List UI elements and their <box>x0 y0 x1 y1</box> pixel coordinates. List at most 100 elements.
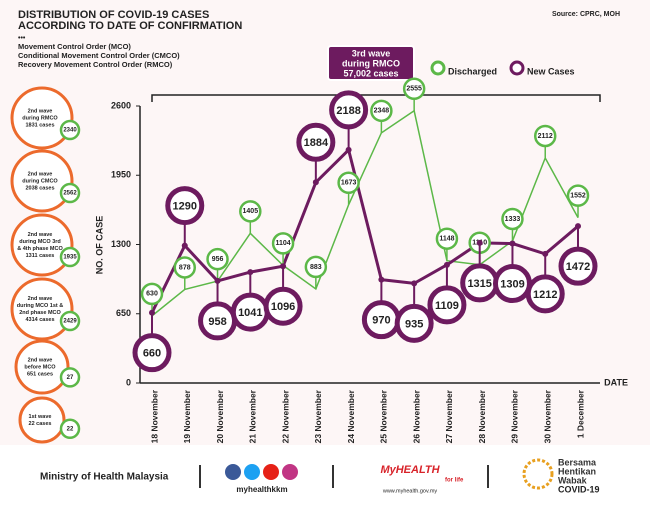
facebook-icon <box>225 464 241 480</box>
wave-discharged: 2562 <box>63 191 77 197</box>
discharged-pin <box>271 232 295 255</box>
x-tick-label: 1 December <box>575 389 585 438</box>
new-cases-label: 1041 <box>238 307 262 319</box>
wave-badge <box>59 310 81 332</box>
new-cases-pin <box>329 90 369 130</box>
discharged-pin <box>140 282 164 306</box>
wave-ring <box>10 86 74 150</box>
legend-marker <box>430 60 446 76</box>
discharged-label: 1333 <box>505 216 521 223</box>
discharged-label: 878 <box>179 264 191 271</box>
title: DISTRIBUTION OF COVID-19 CASES <box>18 9 209 21</box>
new-cases-label: 935 <box>405 318 423 330</box>
y-tick-label: 650 <box>116 308 131 318</box>
wave-text: 22 cases <box>29 421 52 427</box>
y-axis-label: NO. OF CASE <box>94 216 104 275</box>
new-cases-pin <box>525 274 565 314</box>
new-cases-pin <box>427 285 467 325</box>
discharged-pin <box>173 256 197 279</box>
discharged-label: 630 <box>146 291 158 298</box>
wave-discharged: 2429 <box>63 319 77 325</box>
wave-text: 2nd wave <box>28 108 53 114</box>
x-tick-label: 24 November <box>346 389 356 443</box>
x-tick-label: 30 November <box>542 389 552 443</box>
url: www.myhealth.gov.my <box>382 488 438 494</box>
instagram-icon <box>282 464 298 480</box>
discharged-label: 1552 <box>570 192 586 199</box>
y-tick-label: 1950 <box>111 170 131 180</box>
new-cases-pin <box>558 246 598 286</box>
campaign-text: Wabak <box>558 475 588 485</box>
brand: MyHEALTH <box>380 464 440 476</box>
discharged-pin <box>435 227 459 250</box>
x-tick-label: 21 November <box>248 389 258 443</box>
footer-bg <box>0 445 650 505</box>
wave-badge <box>59 182 81 204</box>
legend-label: New Cases <box>527 66 575 76</box>
mco-note: Recovery Movement Control Order (RMCO) <box>18 60 173 69</box>
discharged-label: 1148 <box>439 236 454 243</box>
wave-ring <box>18 396 66 444</box>
new-cases-label: 1290 <box>173 200 197 212</box>
discharged-pin <box>402 77 426 101</box>
new-cases-pin <box>132 333 172 373</box>
x-axis-label: DATE <box>604 377 628 387</box>
wave-text: during CMCO <box>22 178 58 184</box>
wave-text: 651 cases <box>27 371 53 377</box>
new-cases-label: 958 <box>208 316 226 328</box>
new-cases-label: 1212 <box>533 289 557 301</box>
point <box>542 250 549 257</box>
legend-label: Discharged <box>448 66 497 76</box>
new-cases-label: 1096 <box>271 301 295 313</box>
new-cases-label: 660 <box>143 348 161 360</box>
handle: myhealthkkm <box>236 485 287 494</box>
wave-ring <box>10 277 74 341</box>
discharged-pin <box>206 247 229 271</box>
callout-text: 57,002 cases <box>343 68 398 78</box>
wave-ring <box>10 213 74 277</box>
new-cases-label: 1315 <box>467 278 491 290</box>
discharged-label: 2555 <box>406 86 422 93</box>
callout-text: 3rd wave <box>352 48 391 58</box>
new-cases-label: 2188 <box>336 105 360 117</box>
wave-discharged: 2340 <box>63 128 77 134</box>
campaign-text: COVID-19 <box>558 484 600 494</box>
legend-marker <box>509 60 525 76</box>
new-cases-pin <box>296 122 336 162</box>
discharged-pin <box>337 171 360 195</box>
y-tick-label: 0 <box>126 377 131 387</box>
x-tick-label: 20 November <box>215 389 225 443</box>
wave-text: 2038 cases <box>25 185 54 191</box>
discharged-pin <box>304 255 328 279</box>
new-cases-label: 1109 <box>435 300 459 312</box>
discharged-label: 2112 <box>538 133 553 140</box>
mco-note: Conditional Movement Control Order (CMCO… <box>18 51 180 60</box>
new-cases-pin <box>394 303 434 343</box>
series-line <box>151 109 579 317</box>
campaign-logo <box>522 458 554 490</box>
ministry: Ministry of Health Malaysia <box>40 472 169 483</box>
wave-ring <box>10 149 74 213</box>
wave-text: 1831 cases <box>25 122 54 128</box>
title: ACCORDING TO DATE OF CONFIRMATION <box>18 20 242 32</box>
x-tick-label: 19 November <box>182 389 192 443</box>
x-tick-label: 25 November <box>379 389 389 443</box>
discharged-label: 1104 <box>275 240 290 247</box>
new-cases-label: 1884 <box>304 137 329 149</box>
new-cases-pin <box>165 186 205 226</box>
discharged-label: 956 <box>212 256 224 263</box>
wave-text: 2nd wave <box>28 357 53 363</box>
new-cases-pin <box>263 286 303 326</box>
wave-discharged: 1935 <box>63 255 77 261</box>
wave-text: 2nd phase MCO <box>19 310 61 316</box>
wave-badge <box>59 119 81 141</box>
wave-text: during MCO 3rd <box>19 239 61 245</box>
new-cases-label: 1309 <box>500 278 524 290</box>
discharged-label: 2348 <box>374 108 390 115</box>
x-tick-label: 28 November <box>477 389 487 443</box>
callout-text: during RMCO <box>342 58 400 68</box>
x-tick-label: 22 November <box>280 389 290 443</box>
x-tick-label: 26 November <box>411 389 421 443</box>
wave-text: 1st wave <box>29 414 52 420</box>
